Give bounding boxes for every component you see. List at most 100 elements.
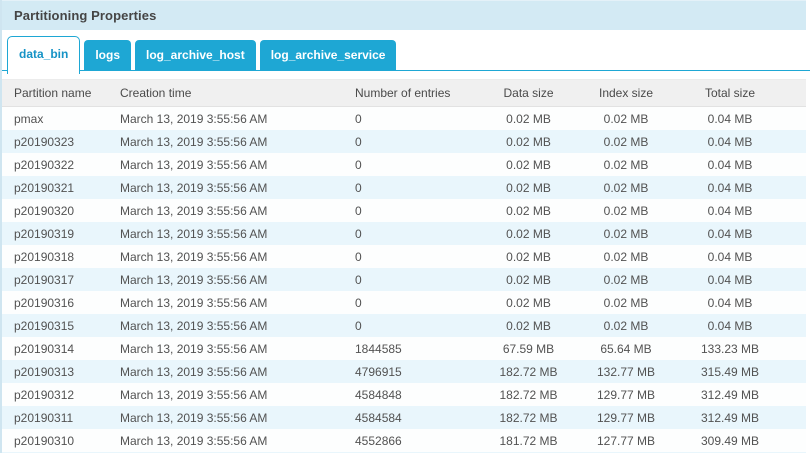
cell-data-size: 0.02 MB xyxy=(506,249,551,264)
cell-number-of-entries: 0 xyxy=(355,111,362,126)
column-header-index-size: Index size xyxy=(577,79,675,107)
cell-data-size: 181.72 MB xyxy=(499,433,558,448)
table-row: p20190314 March 13, 2019 3:55:56 AM 1844… xyxy=(2,337,806,360)
cell-creation-time: March 13, 2019 3:55:56 AM xyxy=(120,318,268,333)
tab-log_archive_host[interactable]: log_archive_host xyxy=(135,40,256,70)
panel-title: Partitioning Properties xyxy=(14,8,157,23)
cell-creation-time: March 13, 2019 3:55:56 AM xyxy=(120,272,268,287)
cell-creation-time: March 13, 2019 3:55:56 AM xyxy=(120,295,268,310)
table-row: p20190321 March 13, 2019 3:55:56 AM 0 0.… xyxy=(2,176,806,199)
cell-total-size: 0.04 MB xyxy=(707,180,753,195)
cell-spacer xyxy=(785,107,806,131)
column-header-total-size: Total size xyxy=(675,79,785,107)
cell-spacer xyxy=(785,406,806,429)
cell-creation-time: March 13, 2019 3:55:56 AM xyxy=(120,341,268,356)
cell-partition-name: pmax xyxy=(14,111,44,126)
column-header-number-of-entries: Number of entries xyxy=(355,79,480,107)
cell-partition-name: p20190315 xyxy=(14,318,75,333)
cell-creation-time: March 13, 2019 3:55:56 AM xyxy=(120,364,268,379)
cell-partition-name: p20190311 xyxy=(14,410,74,425)
cell-index-size: 65.64 MB xyxy=(600,341,652,356)
cell-number-of-entries: 0 xyxy=(355,318,362,333)
cell-spacer xyxy=(785,222,806,245)
column-header-spacer xyxy=(785,79,806,107)
cell-index-size: 132.77 MB xyxy=(596,364,656,379)
cell-partition-name: p20190321 xyxy=(14,180,75,195)
cell-partition-name: p20190323 xyxy=(14,134,75,149)
cell-spacer xyxy=(785,337,806,360)
cell-total-size: 309.49 MB xyxy=(700,433,760,448)
table-header-row: Partition name Creation time Number of e… xyxy=(2,79,806,107)
cell-spacer xyxy=(785,383,806,406)
cell-data-size: 182.72 MB xyxy=(499,387,558,402)
tab-data_bin[interactable]: data_bin xyxy=(7,36,81,74)
cell-spacer xyxy=(785,291,806,314)
table-body: pmax March 13, 2019 3:55:56 AM 0 0.02 MB… xyxy=(2,106,806,452)
tab-logs[interactable]: logs xyxy=(84,40,132,70)
cell-total-size: 312.49 MB xyxy=(700,387,760,402)
cell-number-of-entries: 4552866 xyxy=(355,433,402,448)
cell-data-size: 0.02 MB xyxy=(506,318,551,333)
table-row: p20190310 March 13, 2019 3:55:56 AM 4552… xyxy=(2,429,806,452)
cell-index-size: 0.02 MB xyxy=(603,249,649,264)
tab-log_archive_service[interactable]: log_archive_service xyxy=(259,40,397,70)
cell-partition-name: p20190318 xyxy=(14,249,75,264)
cell-total-size: 315.49 MB xyxy=(700,364,760,379)
panel-titlebar: Partitioning Properties xyxy=(2,0,806,30)
table-row: p20190323 March 13, 2019 3:55:56 AM 0 0.… xyxy=(2,130,806,153)
column-header-data-size: Data size xyxy=(480,79,577,107)
cell-creation-time: March 13, 2019 3:55:56 AM xyxy=(120,180,268,195)
cell-spacer xyxy=(785,176,806,199)
cell-spacer xyxy=(785,130,806,153)
cell-index-size: 0.02 MB xyxy=(603,111,649,126)
cell-total-size: 0.04 MB xyxy=(707,272,753,287)
table-row: p20190317 March 13, 2019 3:55:56 AM 0 0.… xyxy=(2,268,806,291)
cell-spacer xyxy=(785,153,806,176)
cell-data-size: 0.02 MB xyxy=(506,157,551,172)
cell-partition-name: p20190322 xyxy=(14,157,75,172)
cell-spacer xyxy=(785,268,806,291)
cell-total-size: 0.04 MB xyxy=(707,203,753,218)
cell-index-size: 0.02 MB xyxy=(603,295,649,310)
cell-number-of-entries: 1844585 xyxy=(355,341,402,356)
cell-number-of-entries: 0 xyxy=(355,249,362,264)
cell-number-of-entries: 0 xyxy=(355,272,362,287)
cell-data-size: 182.72 MB xyxy=(499,410,558,425)
cell-creation-time: March 13, 2019 3:55:56 AM xyxy=(120,433,268,448)
table-row: p20190313 March 13, 2019 3:55:56 AM 4796… xyxy=(2,360,806,383)
cell-number-of-entries: 4584584 xyxy=(355,410,402,425)
cell-number-of-entries: 0 xyxy=(355,180,362,195)
cell-index-size: 127.77 MB xyxy=(596,433,656,448)
cell-partition-name: p20190320 xyxy=(14,203,75,218)
cell-index-size: 0.02 MB xyxy=(603,226,649,241)
cell-total-size: 0.04 MB xyxy=(707,111,753,126)
cell-total-size: 0.04 MB xyxy=(707,157,753,172)
cell-number-of-entries: 4796915 xyxy=(355,364,402,379)
cell-data-size: 0.02 MB xyxy=(506,272,551,287)
tab-bar: data_bin logs log_archive_host log_archive_… xyxy=(2,36,810,74)
table-row: pmax March 13, 2019 3:55:56 AM 0 0.02 MB… xyxy=(2,106,806,131)
cell-total-size: 133.23 MB xyxy=(700,341,760,356)
table-row: p20190311 March 13, 2019 3:55:56 AM 4584… xyxy=(2,406,806,429)
cell-creation-time: March 13, 2019 3:55:56 AM xyxy=(120,203,268,218)
partitions-table: Partition name Creation time Number of e… xyxy=(2,79,806,452)
cell-spacer xyxy=(785,199,806,222)
cell-data-size: 0.02 MB xyxy=(506,203,551,218)
cell-partition-name: p20190313 xyxy=(14,364,75,379)
cell-index-size: 0.02 MB xyxy=(603,272,649,287)
table-row: p20190319 March 13, 2019 3:55:56 AM 0 0.… xyxy=(2,222,806,245)
cell-index-size: 129.77 MB xyxy=(596,410,656,425)
cell-data-size: 0.02 MB xyxy=(506,226,551,241)
cell-partition-name: p20190312 xyxy=(14,387,75,402)
cell-index-size: 0.02 MB xyxy=(603,203,649,218)
cell-index-size: 0.02 MB xyxy=(603,318,649,333)
cell-number-of-entries: 0 xyxy=(355,295,362,310)
cell-creation-time: March 13, 2019 3:55:56 AM xyxy=(120,387,268,402)
cell-data-size: 67.59 MB xyxy=(502,341,555,356)
cell-partition-name: p20190314 xyxy=(14,341,75,356)
cell-partition-name: p20190310 xyxy=(14,433,75,448)
table-row: p20190318 March 13, 2019 3:55:56 AM 0 0.… xyxy=(2,245,806,268)
cell-total-size: 0.04 MB xyxy=(707,249,753,264)
cell-number-of-entries: 0 xyxy=(355,226,362,241)
